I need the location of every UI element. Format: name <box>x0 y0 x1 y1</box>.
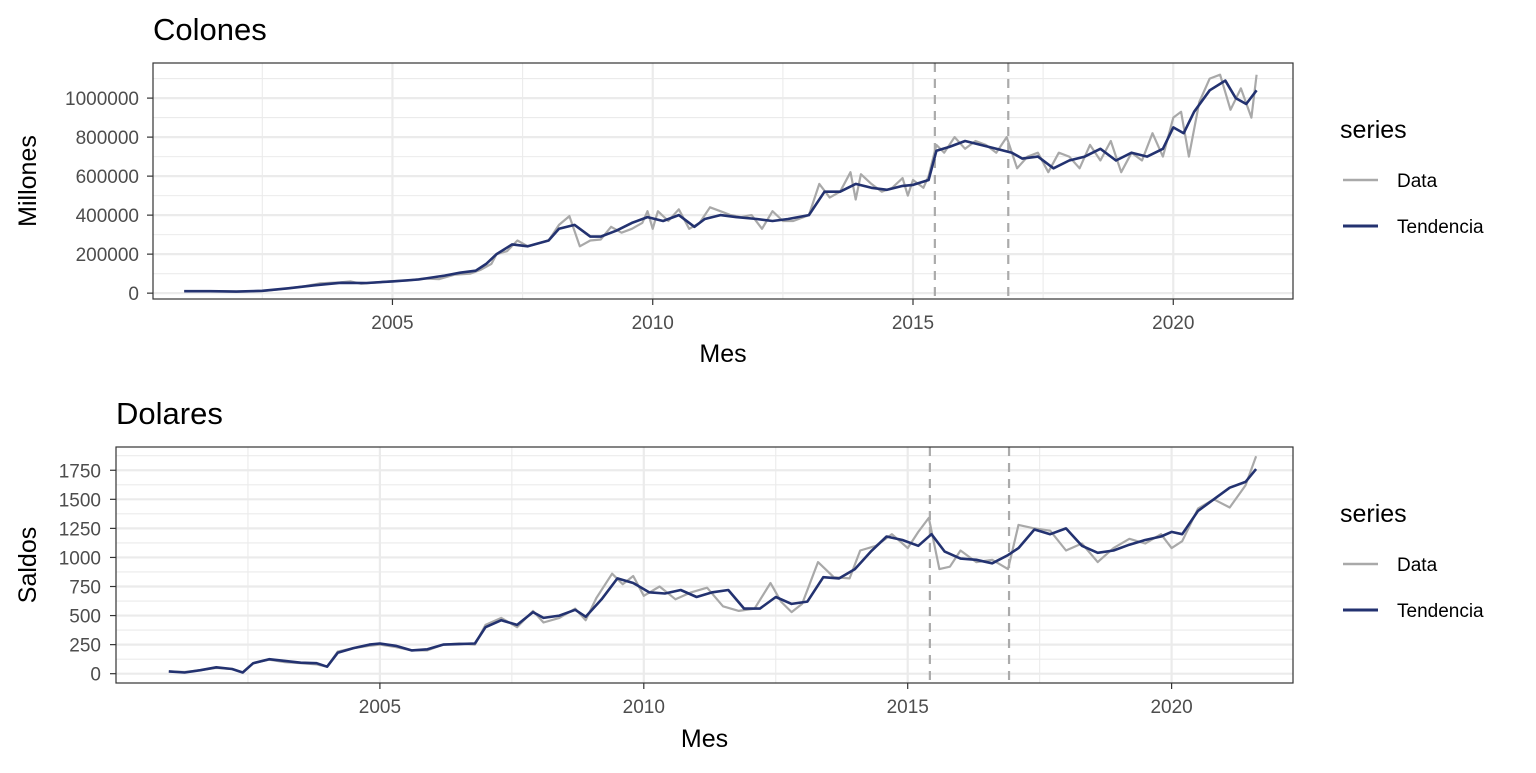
legend-label-tendencia: Tendencia <box>1397 217 1484 238</box>
legend-title: series <box>1340 500 1407 528</box>
plot-panel <box>116 447 1293 683</box>
legend-label-data: Data <box>1397 171 1438 192</box>
x-axis-title: Mes <box>699 340 746 368</box>
y-tick-label: 400000 <box>76 206 139 227</box>
panel-border <box>115 446 1294 684</box>
chart-1: 0 250 500 750 1000 1250 1500 1750 2005 2010 2015 20… <box>14 396 1484 753</box>
x-axis-title: Mes <box>681 725 728 753</box>
series-line-tendencia <box>184 79 1258 293</box>
y-tick-label: 800000 <box>76 128 139 149</box>
y-tick-label: 750 <box>69 578 101 599</box>
y-tick-label: 200000 <box>76 245 139 266</box>
y-tick-label: 1000000 <box>65 89 139 110</box>
plot-panel <box>153 63 1293 299</box>
x-tick-label: 2010 <box>632 313 674 334</box>
y-tick-label: 500 <box>69 607 101 628</box>
series-line-data <box>184 73 1258 293</box>
y-tick-label: 250 <box>69 636 101 657</box>
legend: series Data Tendencia <box>1340 500 1484 622</box>
y-tick-label: 1500 <box>59 490 101 511</box>
chart-title: Dolares <box>116 396 223 431</box>
x-tick-label: 2015 <box>892 313 934 334</box>
y-tick-label: 600000 <box>76 167 139 188</box>
chart-0: 0 200000 400000 600000 800000 1000000 2005 2010… <box>14 12 1484 368</box>
x-tick-label: 2010 <box>623 697 665 718</box>
x-tick-label: 2015 <box>887 697 929 718</box>
x-tick-label: 2020 <box>1150 697 1192 718</box>
panel-border <box>152 62 1294 300</box>
y-tick-label: 1250 <box>59 519 101 540</box>
x-tick-label: 2005 <box>371 313 413 334</box>
y-tick-label: 1750 <box>59 461 101 482</box>
y-tick-label: 0 <box>128 284 139 305</box>
y-tick-label: 0 <box>90 665 101 686</box>
legend-label-data: Data <box>1397 555 1438 576</box>
series-line-tendencia <box>168 468 1258 674</box>
legend-title: series <box>1340 116 1407 144</box>
y-tick-label: 1000 <box>59 548 101 569</box>
legend: series Data Tendencia <box>1340 116 1484 238</box>
chart-title: Colones <box>153 12 267 47</box>
y-axis-title: Saldos <box>14 527 42 603</box>
legend-label-tendencia: Tendencia <box>1397 601 1484 622</box>
x-tick-label: 2020 <box>1152 313 1194 334</box>
y-axis-title: Millones <box>14 135 42 227</box>
x-tick-label: 2005 <box>359 697 401 718</box>
